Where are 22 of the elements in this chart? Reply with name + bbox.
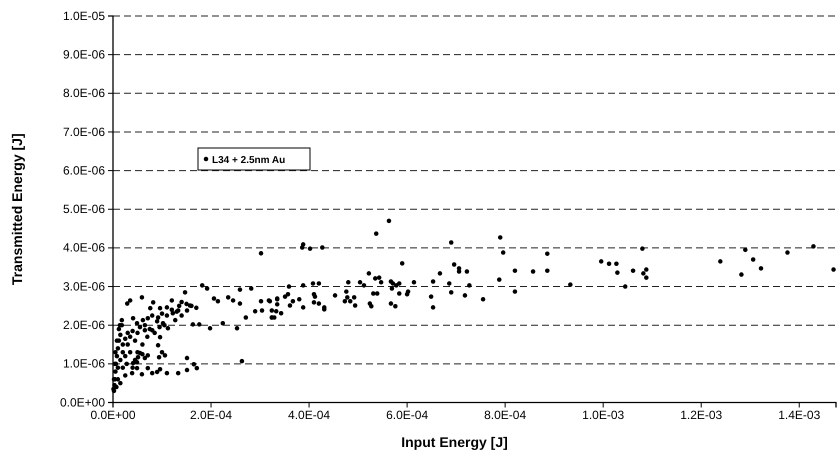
x-tick-label: 2.0E-04 <box>190 408 232 422</box>
y-tick-label: 5.0E-06 <box>62 202 106 216</box>
y-axis-title: Transmitted Energy [J] <box>9 133 25 286</box>
y-tick-label: 2.0E-06 <box>62 318 106 332</box>
y-tick-label: 7.0E-06 <box>62 124 106 139</box>
x-tick-label: 0.0E+00 <box>90 408 136 422</box>
x-tick-label: 1.0E-03 <box>582 408 625 422</box>
x-tick-label: 4.0E-04 <box>288 408 330 422</box>
y-tick-label: 1.0E-05 <box>62 8 106 23</box>
x-tick-label: 1.4E-03 <box>778 408 821 422</box>
y-tick-label: 0.0E+00 <box>60 395 106 410</box>
y-tick-label: 8.0E-06 <box>62 86 106 100</box>
y-tick-label: 1.0E-06 <box>62 356 106 371</box>
x-tick-label: 6.0E-04 <box>386 408 428 422</box>
x-tick-label: 8.0E-04 <box>484 408 526 422</box>
x-tick-label: 1.2E-03 <box>680 408 723 422</box>
y-tick-label: 4.0E-06 <box>62 240 106 255</box>
y-tick-label: 3.0E-06 <box>62 279 106 294</box>
x-axis-title: Input Energy [J] <box>401 434 508 450</box>
y-tick-label: 6.0E-06 <box>62 163 106 178</box>
legend-label: L34 + 2.5nm Au <box>212 155 286 166</box>
y-tick-label: 9.0E-06 <box>62 47 106 62</box>
